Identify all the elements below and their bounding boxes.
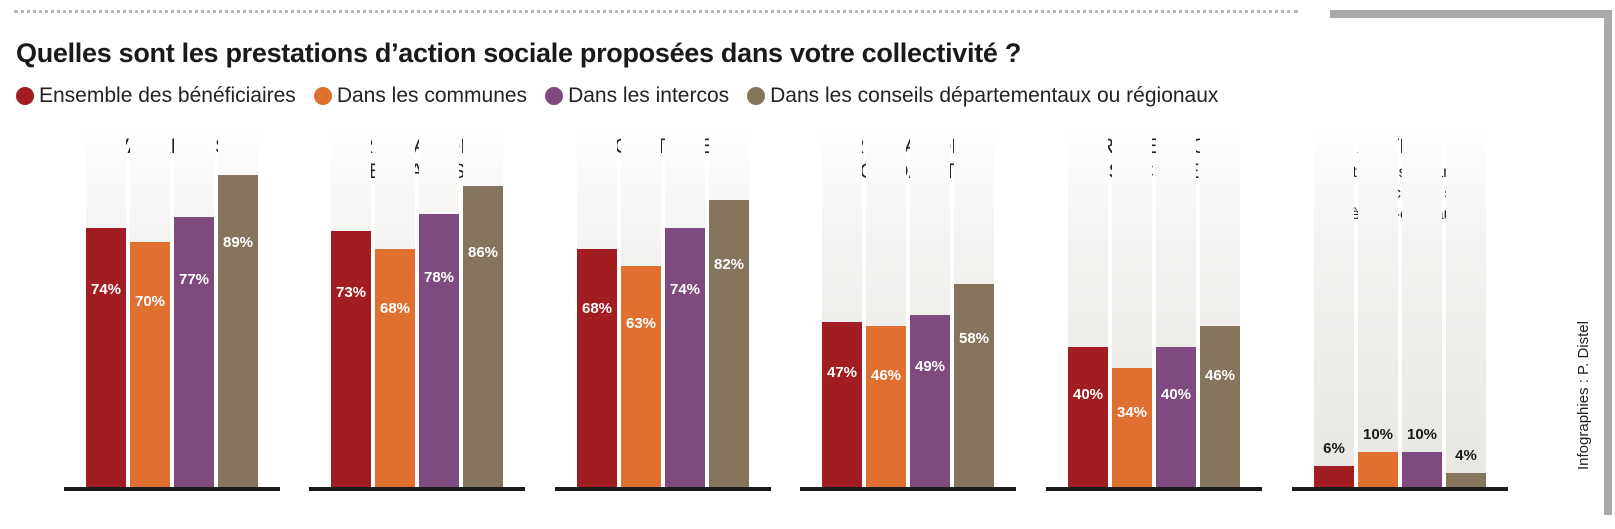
- bar-track: [1314, 127, 1354, 487]
- bar-value-label: 10%: [1406, 426, 1438, 443]
- bar-value-label: 77%: [178, 271, 210, 289]
- bar: [1314, 466, 1354, 487]
- bar: [1200, 326, 1240, 487]
- baseline: [1292, 487, 1508, 491]
- bar-track: [1402, 127, 1442, 487]
- bar: [954, 284, 994, 487]
- frame-rule-right: [1604, 10, 1612, 515]
- bar-value-label: 46%: [870, 367, 902, 385]
- baseline: [309, 487, 525, 491]
- bar-value-label: 40%: [1160, 385, 1192, 403]
- legend-item-ensemble: Ensemble des bénéficiaires: [16, 84, 296, 108]
- bar: [419, 214, 459, 487]
- bar: [822, 322, 862, 487]
- bar: [1402, 452, 1442, 487]
- credit-text: Infographies : P. Distel: [1575, 321, 1592, 470]
- bar-value-label: 58%: [958, 330, 990, 348]
- baseline: [64, 487, 280, 491]
- bar-value-label: 47%: [826, 363, 858, 381]
- legend-swatch: [16, 87, 34, 105]
- legend-swatch: [545, 87, 564, 105]
- bar: [463, 186, 503, 487]
- bar-value-label: 73%: [335, 283, 367, 301]
- panel-subtitle: aides financières, sport,: [1315, 185, 1485, 202]
- bar: [866, 326, 906, 487]
- bar-track: [1446, 127, 1486, 487]
- bar-value-label: 4%: [1455, 447, 1477, 464]
- bar: [375, 249, 415, 487]
- top-dotted-rule: [14, 10, 1298, 13]
- bar-value-label: 82%: [713, 256, 745, 274]
- baseline: [800, 487, 1016, 491]
- legend: Ensemble des bénéficiaires Dans les comm…: [16, 82, 1236, 110]
- bar: [910, 315, 950, 487]
- baseline: [1046, 487, 1262, 491]
- bar-value-label: 68%: [581, 299, 613, 317]
- bar-value-label: 46%: [1204, 367, 1236, 385]
- bar: [665, 228, 705, 487]
- legend-swatch: [313, 87, 332, 105]
- legend-label: Dans les communes: [336, 84, 528, 107]
- bar: [1358, 452, 1398, 487]
- legend-label: Dans les intercos: [568, 84, 730, 107]
- bar: [577, 249, 617, 487]
- bar-value-label: 74%: [669, 281, 701, 299]
- frame-rule-top: [1330, 10, 1612, 18]
- bar: [709, 200, 749, 487]
- bar: [1156, 347, 1196, 487]
- bar: [218, 175, 258, 487]
- bar-value-label: 86%: [467, 244, 499, 262]
- baseline: [555, 487, 771, 491]
- bar: [1068, 347, 1108, 487]
- bar-value-label: 89%: [222, 234, 254, 252]
- bar-value-label: 74%: [90, 281, 122, 299]
- bar-value-label: 34%: [1116, 404, 1148, 422]
- bar-value-label: 6%: [1323, 440, 1345, 457]
- legend-item-communes: Dans les communes: [313, 84, 528, 108]
- bar: [331, 231, 371, 487]
- bar-track: [1358, 127, 1398, 487]
- bar: [86, 228, 126, 487]
- legend-label: Ensemble des bénéficiaires: [39, 84, 296, 107]
- bar: [621, 266, 661, 487]
- bar-value-label: 70%: [134, 293, 166, 311]
- legend-label: Dans les conseils départementaux ou régi…: [770, 84, 1219, 107]
- bar-value-label: 49%: [914, 357, 946, 375]
- bar: [130, 242, 170, 487]
- bar: [174, 217, 214, 487]
- bar-value-label: 63%: [625, 314, 657, 332]
- bar: [1446, 473, 1486, 487]
- bar-value-label: 10%: [1362, 426, 1394, 443]
- legend-item-conseils: Dans les conseils départementaux ou régi…: [747, 84, 1218, 108]
- legend-swatch: [747, 87, 766, 105]
- chart-title: Quelles sont les prestations d’action so…: [16, 38, 1022, 68]
- bar: [1112, 368, 1152, 487]
- legend-item-intercos: Dans les intercos: [545, 84, 729, 108]
- bar-value-label: 68%: [379, 299, 411, 317]
- bar-value-label: 78%: [423, 268, 455, 286]
- bar-value-label: 40%: [1072, 385, 1104, 403]
